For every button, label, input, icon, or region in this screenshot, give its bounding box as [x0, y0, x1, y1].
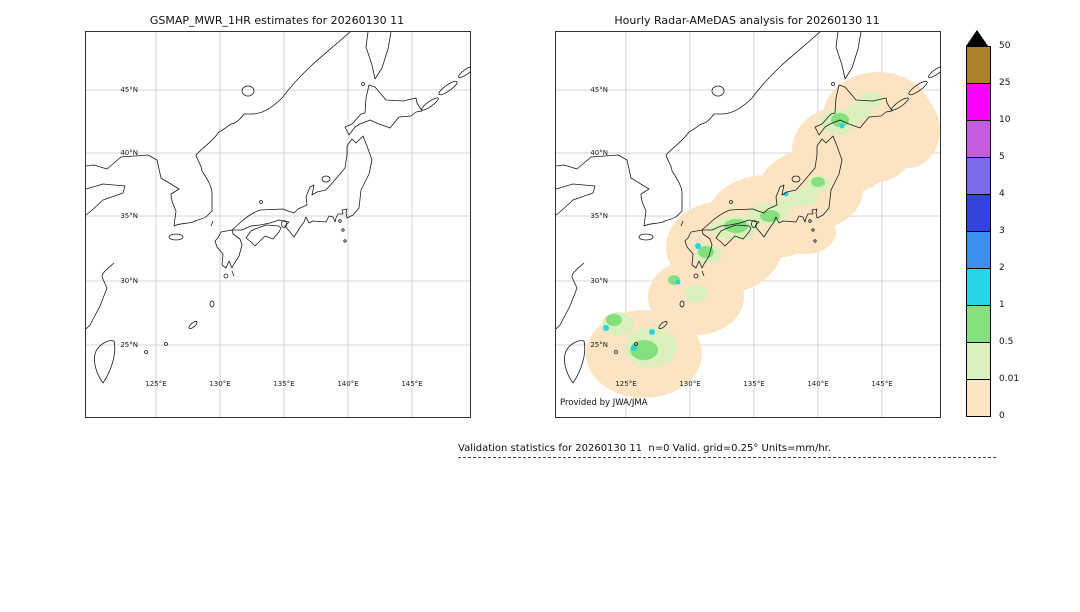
- colorbar-tick-label: 0.5: [999, 337, 1014, 347]
- colorbar-swatch: [967, 306, 990, 343]
- lat-label-45n: 45°N: [120, 86, 138, 94]
- lon-label-135e: 135°E: [273, 380, 295, 388]
- colorbar-swatch: [967, 343, 990, 380]
- colorbar-tick-label: 3: [999, 226, 1005, 236]
- colorbar-tick-label: 5: [999, 152, 1005, 162]
- radar-map-panel: 45°N 40°N 35°N 30°N 25°N 125°E 130°E 135…: [555, 31, 941, 418]
- colorbar-tick-label: 0: [999, 411, 1005, 421]
- radar-map-svg: [556, 32, 940, 417]
- colorbar-swatch: [967, 195, 990, 232]
- colorbar-swatch: [967, 84, 990, 121]
- colorbar-tick-label: 1: [999, 300, 1005, 310]
- lon-label-130e: 130°E: [209, 380, 231, 388]
- lat-label-45n: 45°N: [590, 86, 608, 94]
- right-map-title: Hourly Radar-AMeDAS analysis for 2026013…: [614, 14, 880, 27]
- lat-label-30n: 30°N: [120, 277, 138, 285]
- lon-label-145e: 145°E: [871, 380, 893, 388]
- lat-label-25n: 25°N: [590, 341, 608, 349]
- gsmap-map-panel: 45°N 40°N 35°N 30°N 25°N 125°E 130°E 135…: [85, 31, 471, 418]
- lon-label-140e: 140°E: [337, 380, 359, 388]
- colorbar-swatch: [967, 47, 990, 84]
- colorbar-tick-label: 10: [999, 115, 1011, 125]
- colorbar-tick-label: 4: [999, 189, 1005, 199]
- colorbar-tick-label: 2: [999, 263, 1005, 273]
- colorbar-tick-label: 25: [999, 78, 1011, 88]
- colorbar-tick-label: 0.01: [999, 374, 1020, 384]
- left-map-title: GSMAP_MWR_1HR estimates for 20260130 11: [149, 14, 405, 27]
- colorbar-scale: [966, 46, 991, 417]
- lon-label-145e: 145°E: [401, 380, 423, 388]
- lat-label-30n: 30°N: [590, 277, 608, 285]
- lat-label-35n: 35°N: [120, 212, 138, 220]
- lon-label-125e: 125°E: [615, 380, 637, 388]
- colorbar-swatch: [967, 158, 990, 195]
- colorbar-swatch: [967, 121, 990, 158]
- colorbar-swatch: [967, 380, 990, 416]
- lat-label-35n: 35°N: [590, 212, 608, 220]
- caption-divider: [458, 457, 996, 458]
- colorbar-swatch: [967, 232, 990, 269]
- colorbar: 50 25 10 5 4 3 2 1 0.5 0.01 0: [966, 30, 1036, 430]
- lon-label-130e: 130°E: [679, 380, 701, 388]
- lon-label-125e: 125°E: [145, 380, 167, 388]
- gsmap-map-svg: [86, 32, 470, 417]
- lat-label-40n: 40°N: [120, 149, 138, 157]
- precip-heavy-field: [603, 123, 845, 351]
- colorbar-swatch: [967, 269, 990, 306]
- validation-caption: Validation statistics for 20260130 11 n=…: [458, 443, 832, 454]
- lon-label-140e: 140°E: [807, 380, 829, 388]
- lon-label-135e: 135°E: [743, 380, 765, 388]
- lat-label-40n: 40°N: [590, 149, 608, 157]
- lat-label-25n: 25°N: [120, 341, 138, 349]
- data-provider-credit: Provided by JWA/JMA: [560, 398, 648, 408]
- colorbar-tick-label: 50: [999, 41, 1011, 51]
- colorbar-overflow-triangle: [966, 30, 988, 46]
